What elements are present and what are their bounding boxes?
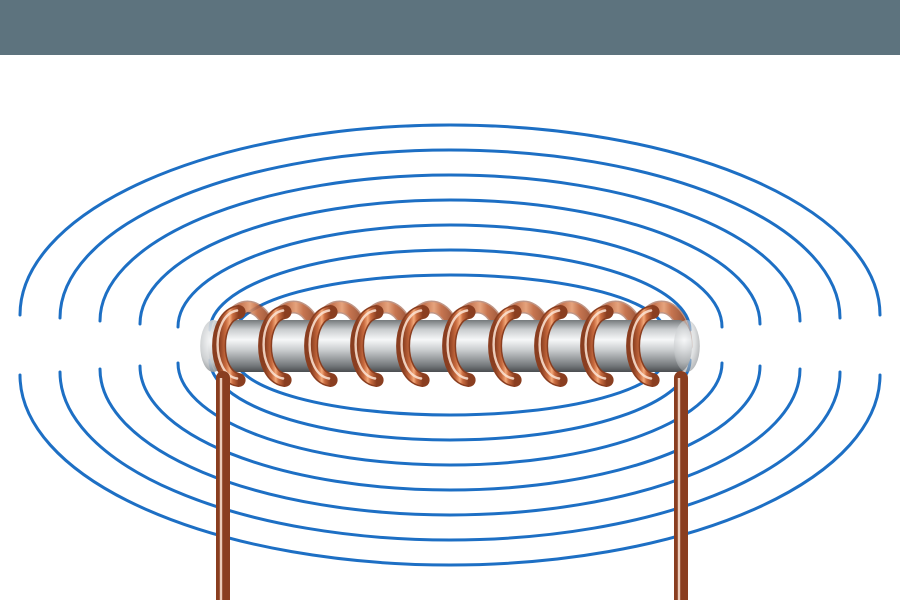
solenoid-svg <box>0 55 900 600</box>
header-bar <box>0 0 900 55</box>
solenoid-diagram <box>0 55 900 600</box>
